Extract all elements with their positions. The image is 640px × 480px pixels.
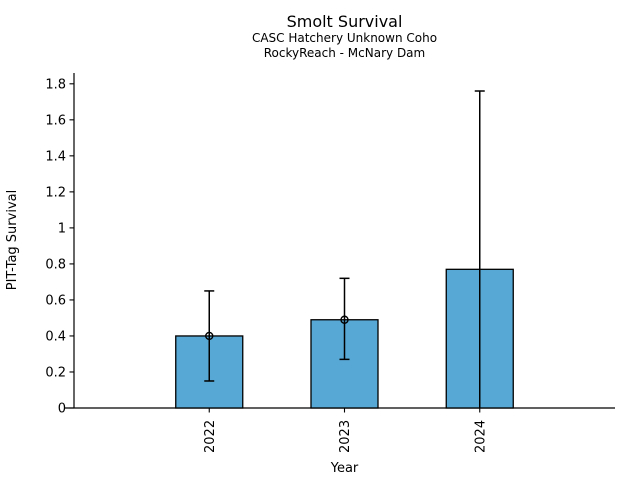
chart-subtitle-line2: RockyReach - McNary Dam <box>263 46 426 60</box>
y-tick-label: 0.4 <box>45 329 66 344</box>
x-tick-label: 2023 <box>338 420 353 453</box>
y-tick-label: 1.6 <box>45 113 66 128</box>
y-tick-label: 0.2 <box>45 365 66 380</box>
y-tick-label: 1.4 <box>45 149 66 164</box>
y-tick-label: 1.8 <box>45 77 66 92</box>
x-tick-label: 2024 <box>473 420 488 453</box>
chart-title: Smolt Survival <box>286 12 403 31</box>
y-tick-label: 1.2 <box>45 185 66 200</box>
y-tick-label: 0.6 <box>45 293 66 308</box>
y-tick-label: 1 <box>58 221 66 236</box>
chart-subtitle-line1: CASC Hatchery Unknown Coho <box>251 31 438 45</box>
point-marker <box>340 315 349 324</box>
point-marker <box>205 331 214 341</box>
x-tick-label: 2022 <box>203 420 218 453</box>
y-tick-label: 0.8 <box>45 257 66 272</box>
chart-header: Smolt Survival CASC Hatchery Unknown Coh… <box>74 12 615 61</box>
y-tick-label: 0 <box>58 402 66 417</box>
x-axis-label: Year <box>330 461 359 476</box>
